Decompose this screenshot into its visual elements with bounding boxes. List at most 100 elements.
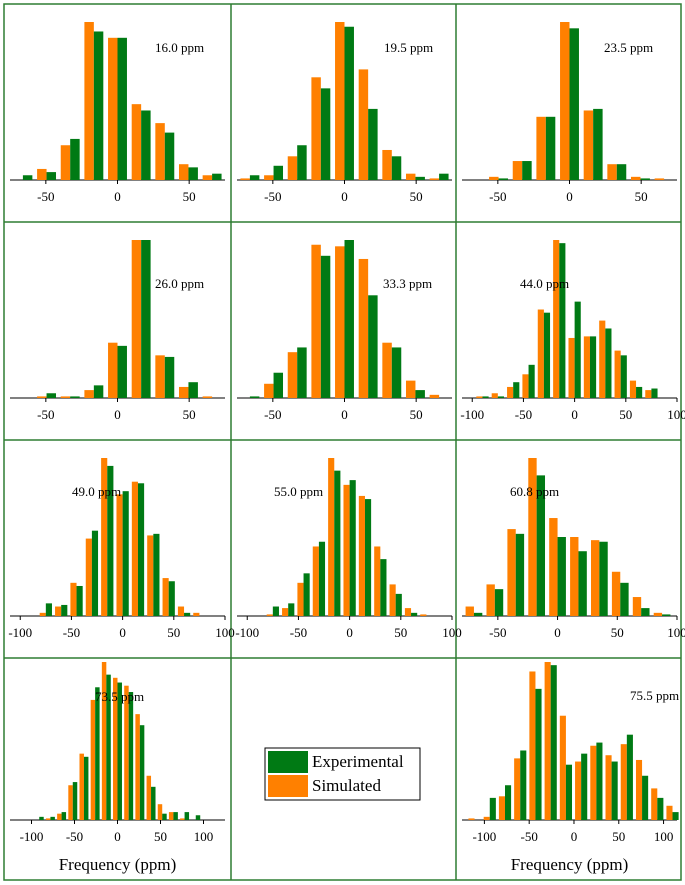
bar	[335, 246, 345, 398]
bar	[107, 465, 114, 616]
x-tick-label: -50	[37, 189, 54, 204]
bar	[84, 22, 94, 180]
bar	[249, 396, 260, 398]
bar	[177, 606, 185, 616]
x-tick-label: 50	[635, 189, 648, 204]
x-tick-label: -50	[521, 829, 538, 844]
bar	[61, 604, 68, 616]
bar	[641, 608, 650, 616]
bar	[90, 699, 96, 820]
bar	[70, 396, 80, 398]
bar	[468, 818, 475, 820]
annotation: 75.5 ppm	[630, 688, 679, 703]
x-tick-label: 50	[612, 829, 625, 844]
bar	[122, 491, 129, 616]
bar	[620, 744, 627, 820]
bar	[108, 342, 118, 398]
bar	[389, 584, 396, 616]
bar	[498, 178, 509, 180]
bar	[37, 396, 47, 398]
annotation: 26.0 ppm	[155, 276, 204, 291]
bar	[240, 178, 250, 180]
x-tick-label: 100	[442, 625, 462, 640]
bar	[494, 589, 504, 616]
bar	[46, 393, 57, 398]
bar	[411, 612, 418, 616]
x-tick-label: 0	[346, 625, 353, 640]
bar	[303, 573, 310, 616]
x-tick-label: -50	[63, 625, 80, 640]
bar	[344, 240, 354, 398]
bar	[583, 336, 590, 398]
legend-label: Experimental	[312, 752, 404, 771]
bar	[529, 671, 536, 820]
bar	[666, 805, 673, 820]
bar	[287, 352, 298, 398]
grid	[3, 3, 682, 881]
bar	[334, 470, 341, 616]
bar	[429, 178, 440, 180]
bar	[439, 173, 449, 180]
bar	[93, 31, 104, 181]
bar	[195, 815, 201, 820]
annotation: 19.5 ppm	[384, 40, 433, 55]
bar	[593, 108, 603, 180]
bar	[368, 295, 378, 398]
x-tick-label: -50	[37, 407, 54, 422]
bar	[108, 37, 118, 180]
bar	[569, 28, 579, 180]
x-axis-label: Frequency (ppm)	[511, 855, 629, 874]
x-tick-label: 0	[341, 189, 348, 204]
x-tick-label: -100	[472, 829, 496, 844]
x-tick-label: 50	[183, 189, 196, 204]
bar	[320, 255, 331, 398]
x-tick-label: -50	[489, 625, 506, 640]
bar	[70, 582, 77, 616]
bar	[117, 345, 127, 398]
x-tick-label: 50	[394, 625, 407, 640]
x-tick-label: -50	[66, 829, 83, 844]
bar	[50, 816, 55, 820]
bar	[184, 812, 190, 820]
bar	[550, 665, 557, 820]
bar	[395, 593, 402, 616]
x-axis-label: Frequency (ppm)	[59, 855, 177, 874]
x-tick-label: 0	[554, 625, 561, 640]
bar	[60, 145, 71, 180]
bar	[507, 529, 516, 616]
bar	[591, 540, 600, 616]
bar	[117, 682, 122, 820]
annotation: 55.0 ppm	[274, 484, 323, 499]
x-tick-label: 0	[119, 625, 126, 640]
bar	[629, 380, 637, 398]
annotation: 33.3 ppm	[383, 276, 432, 291]
bar	[589, 336, 597, 398]
bar	[344, 26, 354, 180]
bar	[632, 597, 642, 616]
bar	[581, 753, 588, 820]
bar	[651, 388, 658, 398]
bar	[599, 320, 606, 398]
bar	[405, 380, 416, 398]
bar	[124, 685, 129, 820]
bar	[528, 364, 535, 398]
bar	[184, 612, 191, 616]
bar	[147, 535, 154, 616]
bar	[358, 69, 369, 180]
x-tick-label: 100	[215, 625, 235, 640]
bar	[482, 396, 489, 398]
bar	[85, 538, 92, 616]
x-tick-label: 50	[611, 625, 624, 640]
x-tick-label: 50	[167, 625, 180, 640]
bar	[498, 796, 505, 820]
legend-label: Simulated	[312, 776, 381, 795]
bar	[630, 176, 641, 180]
bar	[614, 350, 621, 398]
annotation: 23.5 ppm	[604, 40, 653, 55]
x-tick-label: -50	[515, 407, 532, 422]
bar	[164, 132, 175, 180]
bar	[565, 764, 573, 820]
bar	[266, 614, 273, 616]
x-tick-label: -50	[489, 189, 506, 204]
bar	[574, 301, 581, 398]
